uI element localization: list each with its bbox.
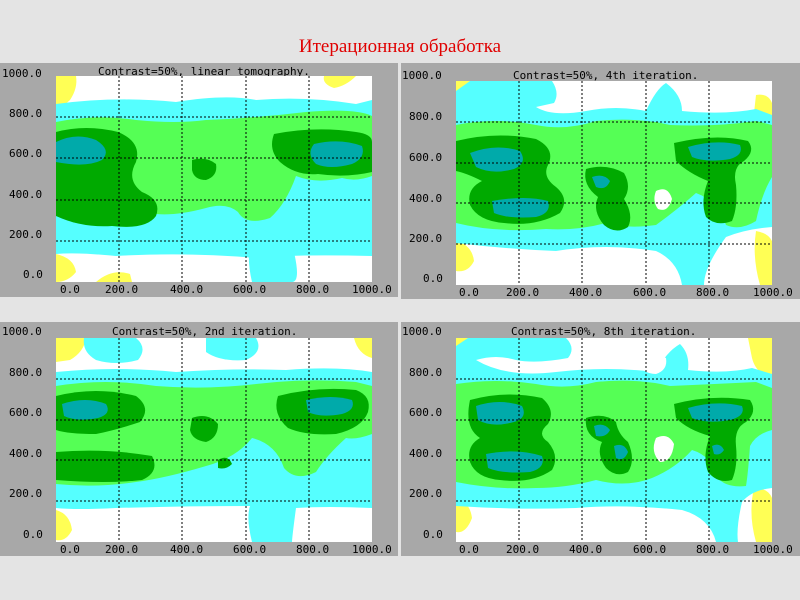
y-tick-label: 800.0 <box>9 107 43 120</box>
x-tick-label: 1000.0 <box>753 286 793 299</box>
y-tick-label: 400.0 <box>9 188 43 201</box>
x-tick-label: 400.0 <box>170 283 204 296</box>
slide-title: Итерационная обработка <box>298 36 502 57</box>
x-tick-label: 600.0 <box>233 543 267 556</box>
x-tick-label: 400.0 <box>569 286 603 299</box>
contour-plot <box>56 76 372 282</box>
x-tick-label: 1000.0 <box>753 543 793 556</box>
y-tick-label: 0.0 <box>423 272 443 285</box>
x-tick-label: 0.0 <box>60 283 80 296</box>
x-tick-label: 800.0 <box>296 543 330 556</box>
y-tick-label: 1000.0 <box>2 67 42 80</box>
y-tick-label: 800.0 <box>409 110 443 123</box>
x-tick-label: 800.0 <box>296 283 330 296</box>
x-tick-label: 400.0 <box>170 543 204 556</box>
y-tick-label: 400.0 <box>9 447 43 460</box>
y-tick-label: 0.0 <box>23 528 43 541</box>
contour-panel-4th-iteration: Contrast=50%, 4th iteration. 1000.0 800.… <box>401 63 800 299</box>
contour-map <box>56 338 372 542</box>
panel-title: Contrast=50%, 4th iteration. <box>513 69 699 82</box>
y-tick-label: 800.0 <box>9 366 43 379</box>
y-tick-label: 600.0 <box>9 406 43 419</box>
contour-panel-8th-iteration: Contrast=50%, 8th iteration. 1000.0 800.… <box>401 322 800 556</box>
y-tick-label: 200.0 <box>9 228 43 241</box>
y-tick-label: 200.0 <box>409 487 443 500</box>
contour-map <box>456 338 772 542</box>
y-tick-label: 600.0 <box>409 406 443 419</box>
contour-plot <box>456 338 772 542</box>
contour-panel-linear: Contrast=50%, linear tomography. 1000.0 … <box>0 63 398 297</box>
x-tick-label: 800.0 <box>696 543 730 556</box>
y-tick-label: 200.0 <box>409 232 443 245</box>
y-tick-label: 1000.0 <box>402 325 442 338</box>
x-tick-label: 200.0 <box>506 543 540 556</box>
y-tick-label: 0.0 <box>23 268 43 281</box>
y-tick-label: 600.0 <box>409 151 443 164</box>
y-tick-label: 800.0 <box>409 366 443 379</box>
x-tick-label: 600.0 <box>633 543 667 556</box>
x-tick-label: 600.0 <box>633 286 667 299</box>
x-tick-label: 0.0 <box>60 543 80 556</box>
panel-title: Contrast=50%, linear tomography. <box>98 65 310 78</box>
x-tick-label: 800.0 <box>696 286 730 299</box>
contour-plot <box>56 338 372 542</box>
x-tick-label: 1000.0 <box>352 543 392 556</box>
x-tick-label: 400.0 <box>569 543 603 556</box>
x-tick-label: 0.0 <box>459 543 479 556</box>
contour-panel-2nd-iteration: Contrast=50%, 2nd iteration. 1000.0 800.… <box>0 322 398 556</box>
y-tick-label: 1000.0 <box>402 69 442 82</box>
y-tick-label: 400.0 <box>409 192 443 205</box>
y-tick-label: 1000.0 <box>2 325 42 338</box>
contour-map <box>56 76 372 282</box>
contour-plot <box>456 81 772 285</box>
panel-title: Contrast=50%, 2nd iteration. <box>112 325 298 338</box>
x-tick-label: 200.0 <box>506 286 540 299</box>
y-tick-label: 600.0 <box>9 147 43 160</box>
x-tick-label: 0.0 <box>459 286 479 299</box>
y-tick-label: 0.0 <box>423 528 443 541</box>
x-tick-label: 200.0 <box>105 543 139 556</box>
x-tick-label: 1000.0 <box>352 283 392 296</box>
contour-map <box>456 81 772 285</box>
y-tick-label: 200.0 <box>9 487 43 500</box>
x-tick-label: 600.0 <box>233 283 267 296</box>
x-tick-label: 200.0 <box>105 283 139 296</box>
panel-title: Contrast=50%, 8th iteration. <box>511 325 697 338</box>
y-tick-label: 400.0 <box>409 447 443 460</box>
